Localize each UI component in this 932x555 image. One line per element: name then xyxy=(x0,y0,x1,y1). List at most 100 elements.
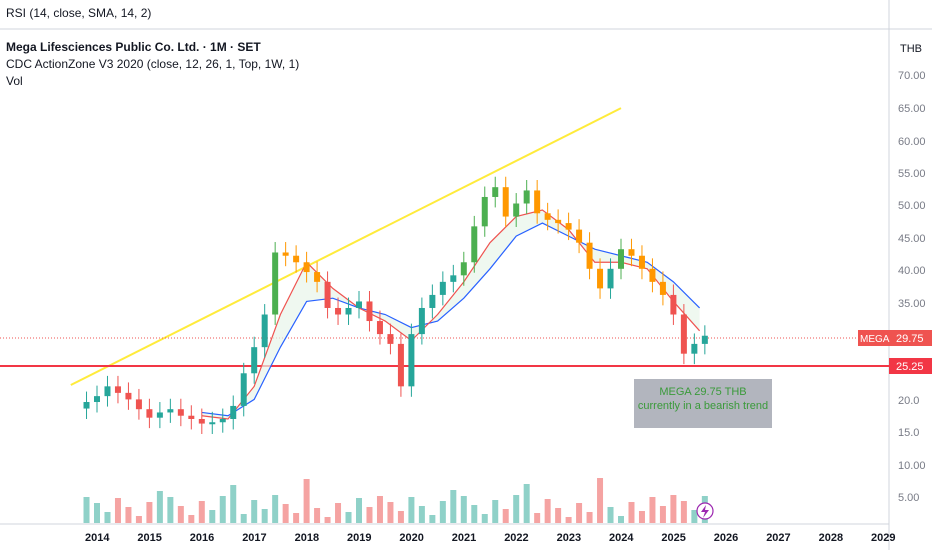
candle-body xyxy=(272,252,279,315)
volume-bar xyxy=(209,510,216,523)
volume-bar xyxy=(219,496,226,523)
candle-body xyxy=(701,335,708,344)
y-tick-label: 45.00 xyxy=(898,233,926,245)
candle-body xyxy=(523,190,530,204)
volume-bar xyxy=(471,505,478,523)
volume-bar xyxy=(83,497,90,523)
y-tick-label: 5.00 xyxy=(898,492,919,504)
y-tick-label: 15.0 xyxy=(898,427,919,439)
candle-body xyxy=(230,405,237,419)
price-badge-value: 29.75 xyxy=(896,333,924,345)
y-tick-label: 40.00 xyxy=(898,265,926,277)
candle-body xyxy=(586,242,593,269)
volume-bar xyxy=(230,485,237,523)
candle-body xyxy=(450,275,457,282)
candle-body xyxy=(691,343,698,354)
candle-body xyxy=(387,334,394,344)
volume-bar xyxy=(492,500,499,523)
candle-body xyxy=(460,262,467,276)
volume-indicator-label[interactable]: Vol xyxy=(6,74,23,88)
volume-bar xyxy=(177,506,184,523)
volume-bar xyxy=(544,499,551,523)
volume-bar xyxy=(429,515,436,523)
candle-body xyxy=(251,347,258,374)
candle-body xyxy=(576,229,583,243)
candle-body xyxy=(618,249,624,269)
volume-bar xyxy=(638,511,645,523)
callout-line-1: MEGA 29.75 THB xyxy=(659,386,747,398)
volume-bar xyxy=(272,495,279,523)
candle-body xyxy=(345,307,352,315)
candle-body xyxy=(209,422,216,425)
candle-body xyxy=(544,213,551,220)
y-tick-label: 50.00 xyxy=(898,200,926,212)
x-tick-label: 2021 xyxy=(452,532,476,544)
support-badge-label: 25.25 xyxy=(896,361,924,373)
candle-body xyxy=(534,190,541,214)
price-badge-symbol: MEGA xyxy=(860,334,890,345)
candle-body xyxy=(471,226,478,263)
candle-body xyxy=(219,418,226,423)
volume-bar xyxy=(408,497,415,523)
candle-body xyxy=(188,415,195,419)
y-tick-label: 10.00 xyxy=(898,460,926,472)
candle-body xyxy=(555,219,562,224)
volume-bar xyxy=(167,497,174,523)
candle-body xyxy=(597,268,604,289)
volume-bar xyxy=(439,501,446,523)
volume-bar xyxy=(114,498,121,523)
volume-bar xyxy=(335,503,342,523)
volume-bar xyxy=(135,516,142,523)
volume-bar xyxy=(680,501,687,523)
volume-bar xyxy=(104,512,111,523)
x-tick-label: 2015 xyxy=(137,532,161,544)
candle-body xyxy=(565,223,572,230)
cdc-indicator-label[interactable]: CDC ActionZone V3 2020 (close, 12, 26, 1… xyxy=(6,57,300,71)
candle-body xyxy=(114,386,121,393)
candle-body xyxy=(481,196,488,227)
candle-body xyxy=(356,301,362,308)
volume-bar xyxy=(397,511,404,523)
candle-body xyxy=(335,307,342,315)
volume-bar xyxy=(460,496,467,523)
volume-bar xyxy=(481,514,488,523)
candle-body xyxy=(177,409,184,416)
candle-body xyxy=(125,392,132,400)
candle-body xyxy=(492,187,499,197)
candle-body xyxy=(314,272,321,282)
volume-bar xyxy=(125,507,132,523)
volume-bar xyxy=(659,506,666,523)
volume-bar xyxy=(146,502,153,523)
candle-body xyxy=(502,187,509,217)
slow-ema-line xyxy=(201,222,701,417)
rsi-indicator-label[interactable]: RSI (14, close, SMA, 14, 2) xyxy=(6,6,152,20)
candle-body xyxy=(649,268,656,282)
y-tick-label: 35.00 xyxy=(898,298,926,310)
volume-bar xyxy=(240,514,247,523)
y-tick-label: 55.00 xyxy=(898,168,926,180)
candle-body xyxy=(104,386,111,397)
x-tick-label: 2020 xyxy=(399,532,423,544)
ema-ribbon xyxy=(201,210,700,419)
volume-bar xyxy=(356,498,362,523)
volume-bar xyxy=(94,503,100,523)
volume-bar xyxy=(628,502,635,523)
candle-body xyxy=(408,334,415,387)
currency-label: THB xyxy=(900,43,922,55)
candle-body xyxy=(94,396,100,403)
volume-bar xyxy=(198,501,205,523)
volume-bar xyxy=(576,503,583,523)
volume-bar xyxy=(649,497,656,523)
candle-body xyxy=(156,412,163,418)
candle-body xyxy=(680,314,687,354)
candle-body xyxy=(513,203,520,217)
candle-body xyxy=(303,262,310,273)
x-tick-label: 2028 xyxy=(819,532,843,544)
volume-bar xyxy=(188,515,195,523)
candle-body xyxy=(659,281,666,295)
volume-bar xyxy=(597,478,604,523)
x-tick-label: 2024 xyxy=(609,532,634,544)
volume-bar xyxy=(607,507,614,523)
